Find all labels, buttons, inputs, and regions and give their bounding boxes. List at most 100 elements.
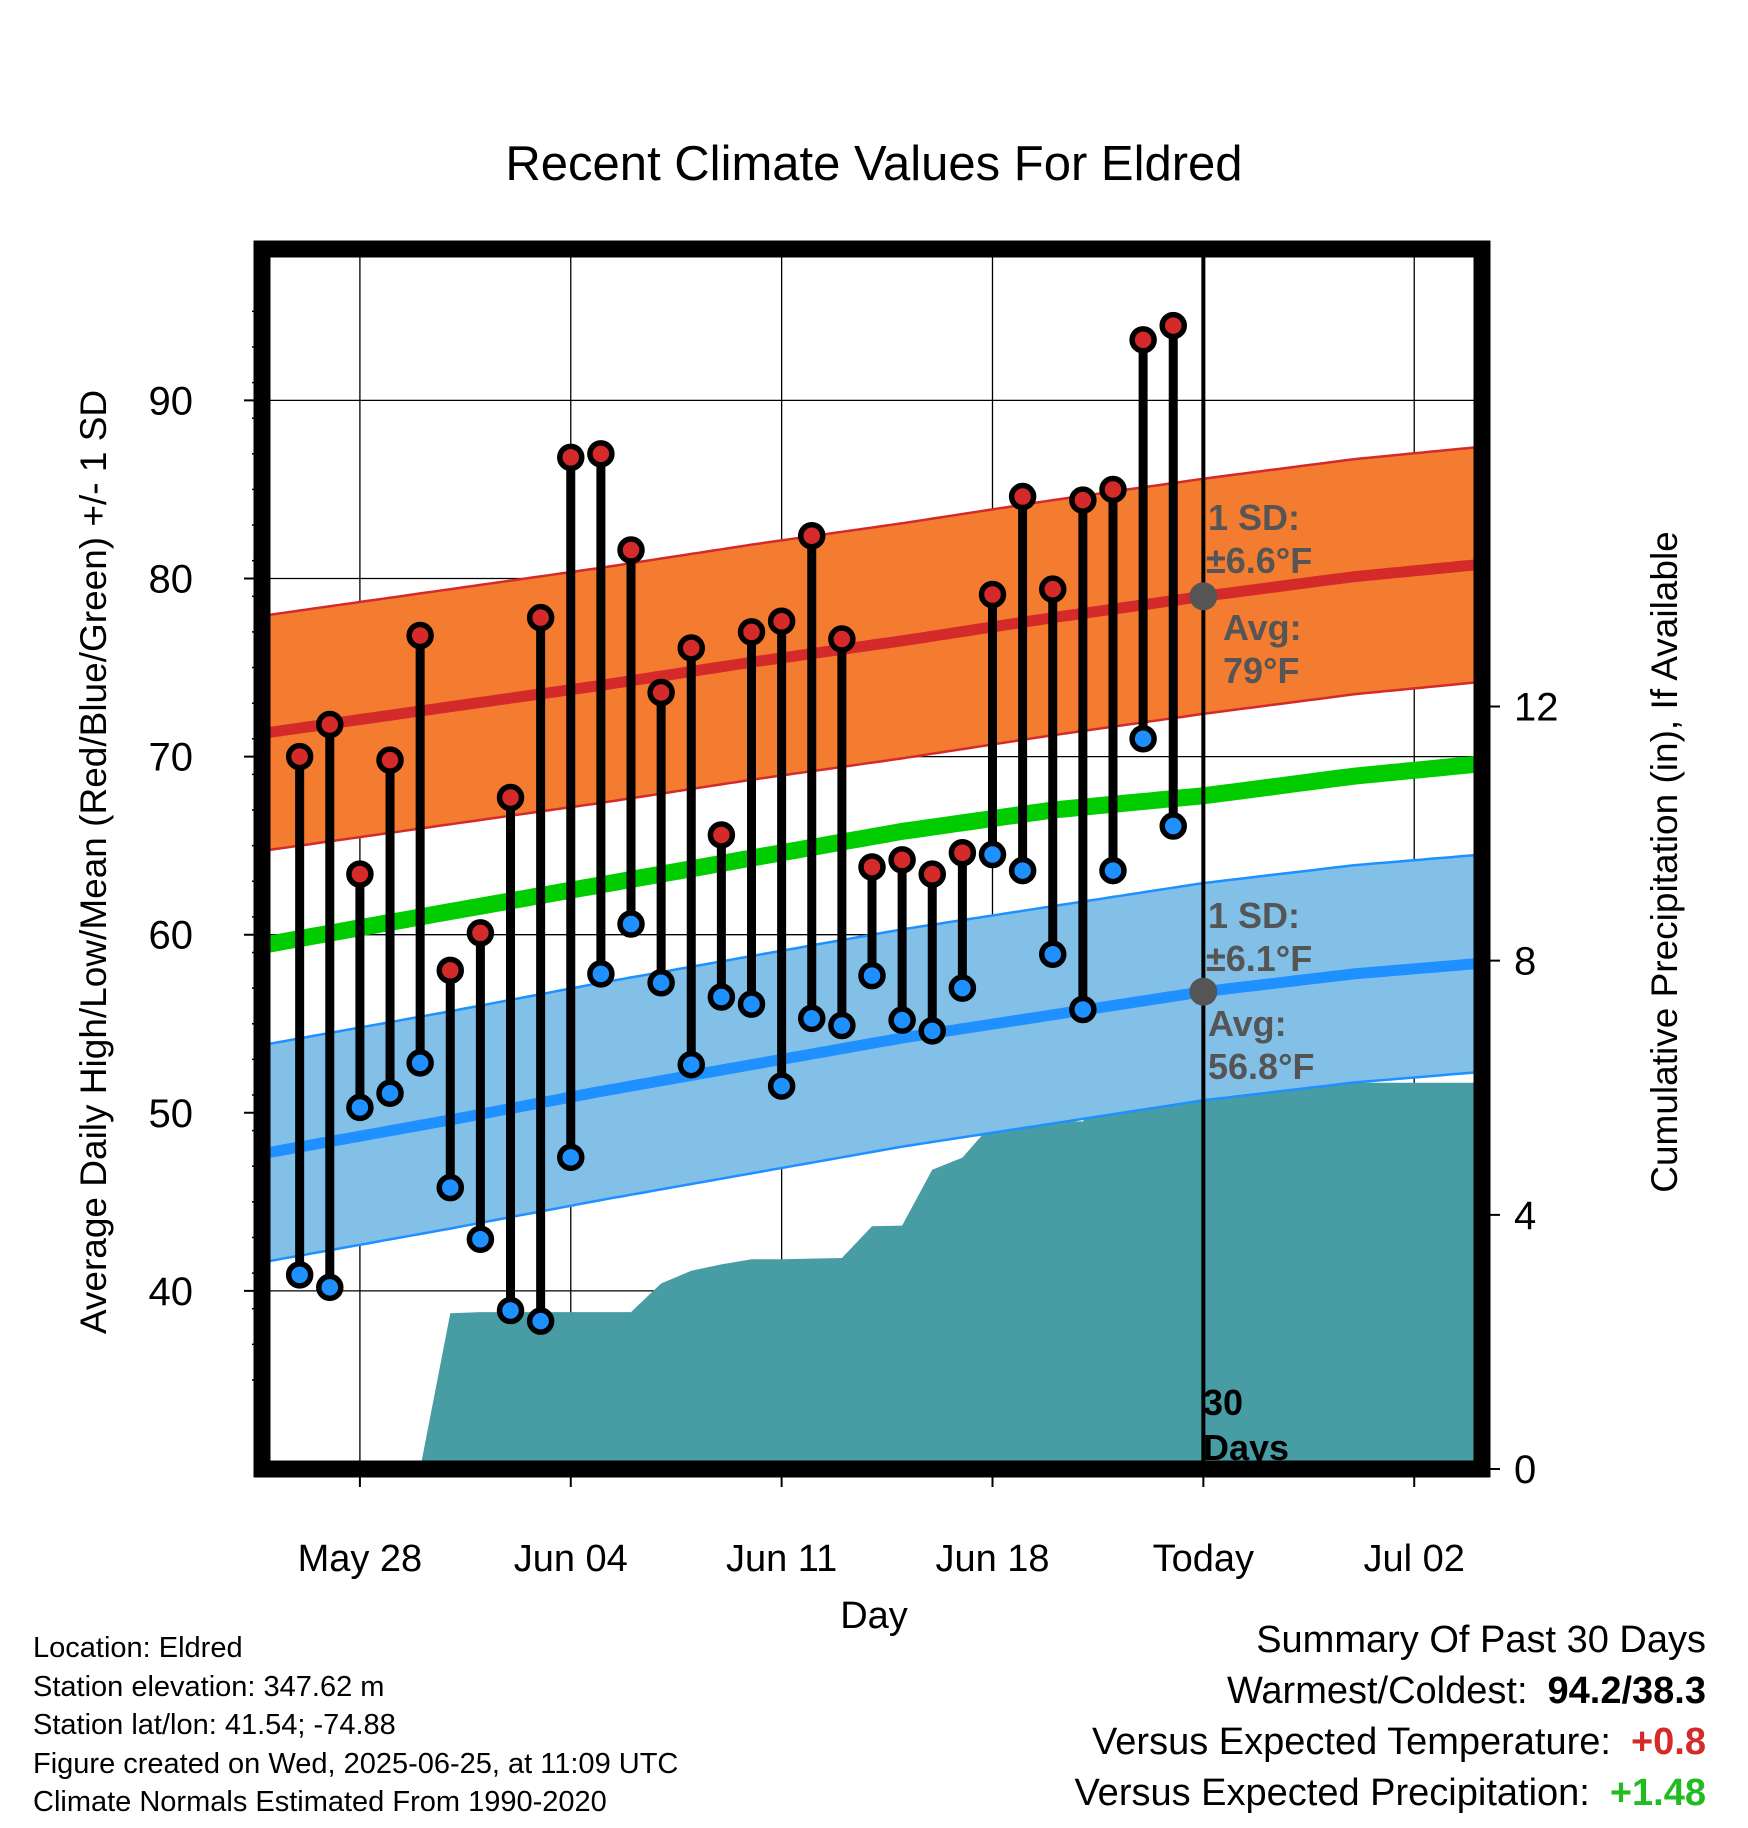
daily-low-point [647,969,675,997]
daily-low-point [1008,856,1037,885]
daily-high-point [828,625,856,653]
location-text: Location: Eldred [33,1632,243,1664]
daily-high-point [767,607,796,635]
warmest-coldest-row: Warmest/Coldest: 94.2/38.3 [1074,1666,1706,1717]
daily-high-point [587,440,615,468]
latlon-text: Station lat/lon: 41.54; -74.88 [33,1709,396,1741]
warmest-value: 94.2/38.3 [1547,1670,1706,1712]
low-avg-value: 56.8°F [1208,1046,1314,1087]
daily-high-point [406,621,434,650]
daily-high-point [948,839,977,867]
days-count-label: 30 [1203,1382,1243,1423]
daily-low-point [948,974,977,1002]
low-avg-marker [1189,977,1218,1006]
y2-axis-label: Cumulative Precipitation (in), If Availa… [1644,531,1685,1193]
y2-tick-label: 0 [1514,1448,1536,1492]
daily-high-point [798,521,826,550]
daily-low-point [707,983,736,1011]
y-tick-label: 50 [149,1092,194,1136]
high-avg-marker [1189,582,1218,611]
temp-anomaly-row: Versus Expected Temperature: +0.8 [1074,1717,1706,1768]
daily-high-point [1159,311,1187,340]
daily-high-point [858,853,886,881]
high-sd-label: 1 SD: [1208,497,1300,538]
created-text: Figure created on Wed, 2025-06-25, at 11… [33,1747,679,1780]
y-tick-label: 70 [149,736,194,780]
daily-low-point [1099,856,1127,885]
daily-high-point [888,846,916,874]
daily-low-point [466,1225,495,1253]
daily-low-point [918,1017,946,1045]
daily-low-point [316,1273,344,1302]
daily-high-point [978,580,1007,609]
daily-high-point [1038,575,1067,603]
station-info: Location: Eldred Station elevation: 347.… [33,1629,678,1822]
y-axis-label: Average Daily High/Low/Mean (Red/Blue/Gr… [73,390,114,1334]
summary-panel: Summary Of Past 30 Days Warmest/Coldest:… [1074,1615,1706,1819]
daily-low-point [828,1011,856,1040]
daily-high-point [285,742,314,771]
elevation-text: Station elevation: 347.62 m [33,1670,385,1703]
precip-anomaly-value: +1.48 [1609,1772,1706,1814]
daily-low-point [1159,812,1187,840]
daily-high-point [617,536,645,564]
daily-low-point [376,1079,404,1107]
daily-high-point [707,821,736,849]
daily-low-point [346,1093,374,1122]
daily-high-point [737,618,766,646]
x-axis-label: Day [840,1595,908,1637]
precipitation-area [420,1082,1483,1469]
high-avg-label: Avg: [1223,607,1302,648]
daily-low-point [737,990,766,1018]
daily-low-point [526,1307,555,1335]
daily-low-point [496,1296,525,1325]
y-tick-label: 90 [149,379,194,423]
plot-frame [253,240,1491,1478]
daily-high-point [677,634,706,662]
x-tick-label: Jul 02 [1364,1538,1465,1580]
high-sd-value: ±6.6°F [1206,540,1312,581]
daily-low-point [1038,940,1067,969]
daily-high-point [1129,326,1157,354]
daily-low-point [285,1261,314,1289]
temp-anomaly-label: Versus Expected Temperature: [1092,1721,1611,1763]
warmest-label: Warmest/Coldest: [1226,1670,1528,1712]
high-normal-line [261,558,1483,739]
daily-high-point [647,678,675,707]
precip-anomaly-row: Versus Expected Precipitation: +1.48 [1074,1768,1706,1819]
daily-high-point [1099,475,1127,504]
daily-low-point [617,910,645,938]
daily-low-point [978,840,1007,869]
daily-low-point [406,1049,434,1077]
daily-low-point [677,1050,706,1079]
daily-high-point [346,860,374,888]
daily-low-point [858,961,886,990]
daily-low-point [767,1072,796,1100]
daily-high-point [1069,486,1097,514]
daily-low-point [1129,725,1157,753]
y-tick-label: 60 [149,914,194,958]
daily-high-point [526,603,555,632]
daily-high-point [436,956,465,985]
low-sd-label: 1 SD: [1208,895,1300,936]
daily-high-point [496,783,525,812]
x-tick-label: Jun 18 [935,1538,1049,1580]
daily-low-point [587,960,615,988]
y2-tick-label: 8 [1514,940,1536,984]
daily-low-point [436,1173,465,1202]
x-tick-label: Jun 11 [726,1538,837,1580]
x-tick-label: Jun 04 [514,1538,628,1580]
normals-text: Climate Normals Estimated From 1990-2020 [33,1786,607,1818]
daily-high-point [466,919,495,947]
chart-title: Recent Climate Values For Eldred [505,137,1242,191]
daily-high-point [376,746,404,774]
daily-high-point [1008,482,1037,511]
temp-anomaly-value: +0.8 [1630,1721,1706,1763]
daily-low-point [888,1006,916,1034]
mean-normal-line [260,755,1483,954]
y2-tick-label: 4 [1514,1194,1536,1238]
summary-title: Summary Of Past 30 Days [1256,1619,1706,1661]
precip-anomaly-label: Versus Expected Precipitation: [1074,1772,1590,1814]
